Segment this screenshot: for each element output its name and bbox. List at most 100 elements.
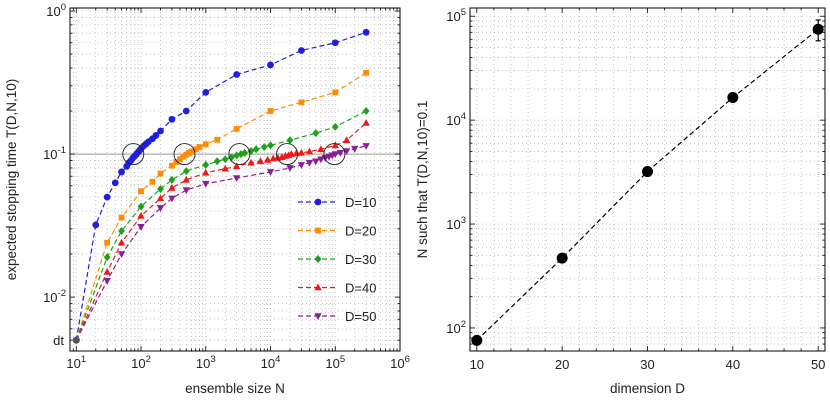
x-tick-label: 103 [196,354,216,371]
data-point [104,239,111,246]
data-point [263,155,272,163]
y-tick-label: 103 [446,215,466,232]
highlight-circle [122,143,145,166]
x-tick-label: 105 [325,354,345,371]
data-point [342,148,351,156]
data-point [247,147,255,156]
data-point [188,148,195,155]
right-tick-marks [470,8,825,352]
series-line [75,110,367,341]
data-point [92,221,100,229]
data-point [214,136,221,143]
data-point [196,144,203,150]
highlight-circle [276,143,298,166]
data-point [362,143,370,150]
data-point [305,147,314,155]
legend-marker [315,227,321,234]
x-tick-label: 102 [131,354,151,371]
legend-marker [314,313,322,320]
x-tick-label: 30 [640,357,654,372]
data-point [247,158,255,166]
series-d-40 [72,118,370,344]
legend-marker [314,255,322,263]
legend-label: D=40 [345,281,376,296]
series-d-10 [72,28,370,344]
data-point [256,157,265,165]
left-x-axis-label: ensemble size N [185,381,285,396]
data-point [317,156,325,164]
data-point [156,194,165,202]
data-point [152,132,160,139]
data-point [202,180,210,188]
legend-entry: D=20 [298,224,376,239]
data-point [232,162,241,170]
data-point [298,99,305,106]
data-point [157,127,164,135]
data-point [363,69,370,76]
data-point [117,251,126,259]
data-point [342,136,351,144]
data-point [297,148,306,156]
data-point [213,157,221,166]
data-point [228,153,235,162]
data-point [727,92,739,104]
data-point [266,169,275,176]
data-point [221,155,229,164]
legend-label: D=50 [345,309,376,324]
data-point [157,184,164,193]
right-tick-labels: 10 20 30 40 50 102 103 104 105 [446,7,825,372]
data-point [267,141,274,150]
left-highlight-circles [122,143,346,166]
left-y-axis-label: expected stopping time T(D,N,10) [4,79,19,281]
series-d-50 [72,143,370,344]
series-d-20 [72,69,370,344]
data-point [156,205,165,212]
data-point [202,88,210,96]
data-point [118,226,125,235]
highlight-circle [173,143,196,166]
right-series-group [471,19,824,346]
data-point [192,146,199,153]
left-legend: D=10 D=20 D=30 D=40 D=50 [298,195,376,324]
data-point [118,214,125,221]
data-point [103,253,111,262]
data-point [137,211,145,219]
data-point [182,167,190,176]
data-point [331,122,339,131]
data-point [233,125,240,132]
data-point [118,168,125,176]
data-point [103,267,111,275]
right-grid [470,8,825,352]
data-point [312,158,320,166]
y-tick-label: 105 [446,7,466,24]
data-point [111,179,119,187]
data-point [642,166,653,178]
data-point [117,238,126,246]
x-tick-label: 104 [261,354,281,371]
data-point [298,47,305,54]
data-point [317,145,325,153]
data-point [177,156,183,163]
data-point [267,61,274,69]
y-tick-label: 10-2 [43,288,66,305]
data-point [168,115,176,123]
left-tick-labels: 101 102 103 104 105 106 100 10-1 10-2 dt [43,2,410,371]
legend-marker [314,198,322,206]
data-point [286,165,294,172]
data-point-start [72,336,80,344]
right-y-axis-label: N such that T(D,N,10)=0.1 [415,101,430,259]
legend-entry: D=30 [298,252,376,267]
legend-entry: D=10 [298,195,376,210]
data-point [180,153,187,160]
legend-label: D=30 [345,252,376,267]
left-series-group [72,28,370,344]
data-point [362,118,370,126]
data-point [182,187,190,195]
y-tick-label: 10-1 [43,145,66,162]
data-point [103,193,111,201]
data-point [168,175,176,184]
legend-label: D=20 [345,224,376,239]
data-point [241,148,249,157]
data-point [331,39,339,47]
